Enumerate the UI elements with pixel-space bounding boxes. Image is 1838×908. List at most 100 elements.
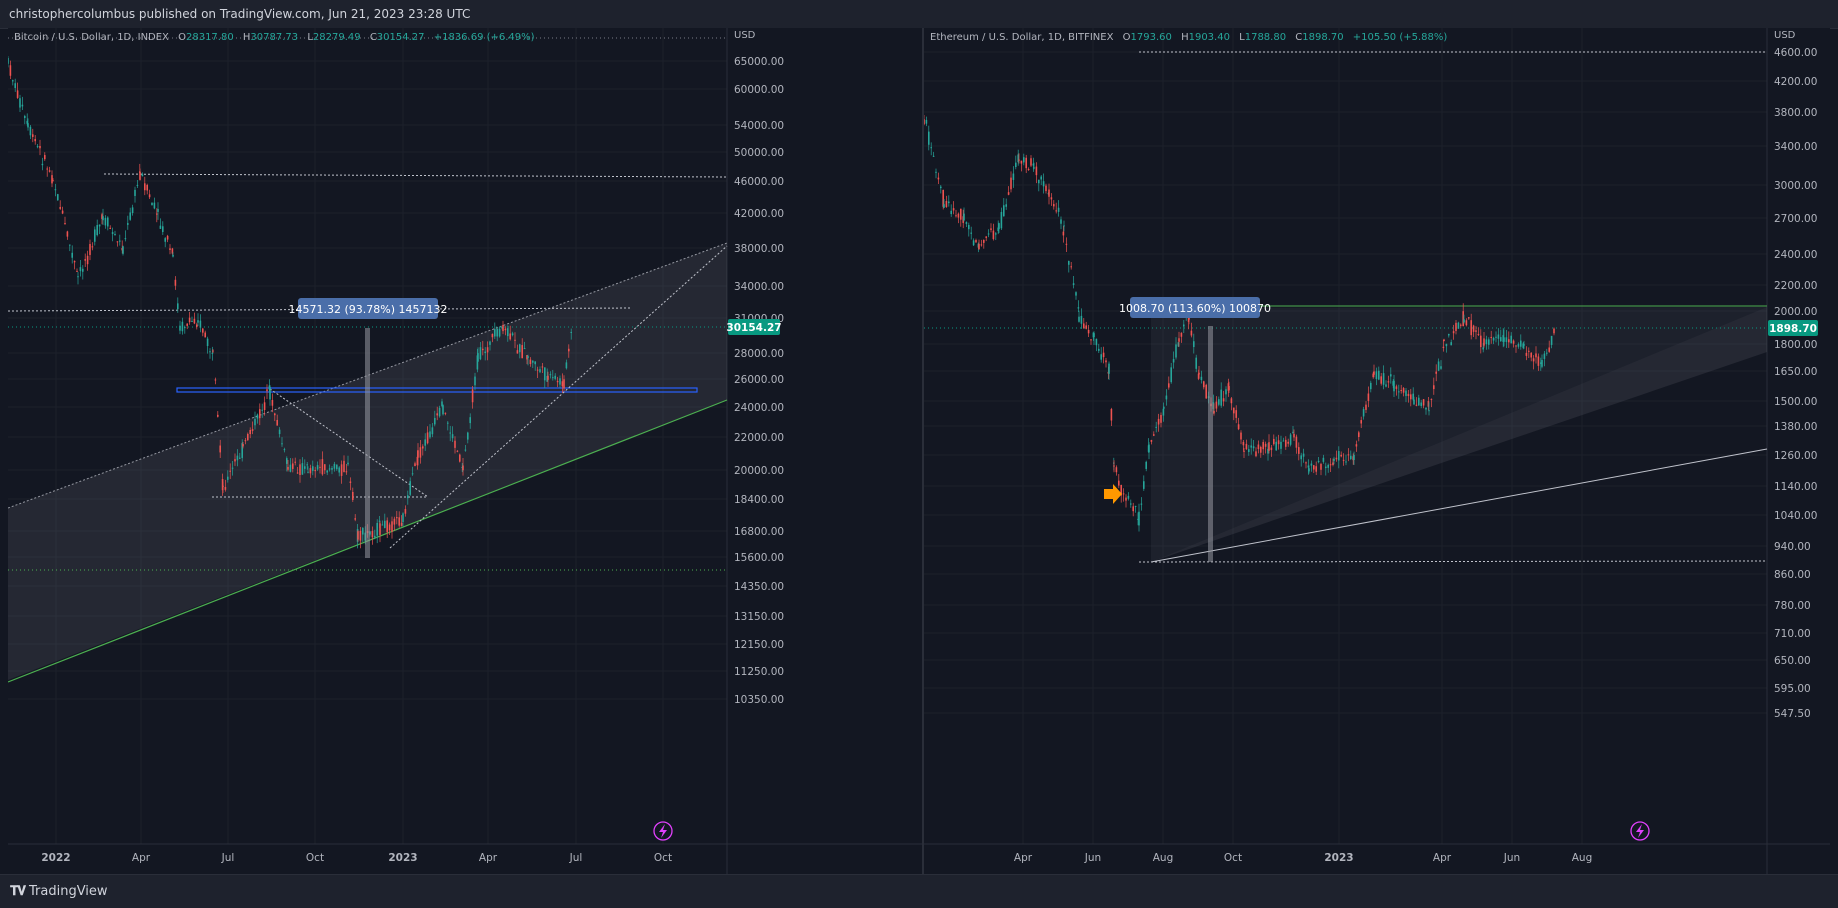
measure-bar[interactable] [1208, 326, 1213, 562]
bitcoin-chart-panel[interactable]: 14571.32 (93.78%) 1457132 Bitcoin / U.S.… [8, 28, 924, 874]
lightning-icon[interactable] [653, 821, 673, 841]
price-tag: 1898.70 [1769, 323, 1817, 335]
candle-body [1315, 466, 1317, 472]
candle-body [1472, 325, 1475, 332]
price-tick-label: 860.00 [1774, 569, 1811, 581]
candle-body [1140, 503, 1143, 505]
candle-body [1313, 465, 1315, 470]
candle-body [287, 466, 289, 470]
candle-body [347, 462, 349, 465]
orange-arrow-icon[interactable] [1104, 484, 1122, 504]
candle-body [1543, 353, 1546, 359]
candle-body [447, 422, 449, 424]
candle-body [1127, 495, 1130, 499]
candle-body [9, 65, 12, 76]
hline-46000[interactable] [103, 173, 728, 178]
candle-body [1040, 176, 1042, 180]
change-value: +105.50 (+5.88%) [1353, 32, 1448, 43]
candle-body [146, 184, 148, 191]
bitcoin-chart[interactable]: 14571.32 (93.78%) 1457132 Bitcoin / U.S.… [8, 28, 924, 874]
candle-body [990, 228, 992, 230]
candle-body [271, 400, 274, 406]
candle-body [1070, 266, 1072, 268]
candle-body [1440, 366, 1442, 369]
candle-body [968, 224, 970, 230]
price-tag-box [728, 319, 780, 335]
candle-body [1450, 342, 1452, 346]
triangle-upper-fill [1151, 307, 1767, 562]
currency-label: USD [734, 30, 756, 41]
measure-label: 14571.32 (93.78%) 1457132 [289, 303, 448, 316]
candle-body [1380, 376, 1382, 384]
candle-body [1105, 360, 1107, 363]
candle-body [983, 239, 985, 243]
close-value: 1898.70 [1302, 32, 1343, 43]
candle-body [77, 276, 79, 278]
candle-body [1355, 444, 1358, 447]
time-axis[interactable]: 2022 Apr Jul Oct 2023 Apr Jul Oct [41, 852, 672, 864]
candle-body [426, 432, 429, 444]
lightning-icon[interactable] [1630, 821, 1650, 841]
candle-body [27, 123, 29, 128]
candle-body [1358, 432, 1360, 437]
time-tick-label: Aug [1153, 852, 1174, 864]
tradingview-brand[interactable]: 𝐓𝐕 TradingView [10, 884, 108, 899]
candle-body [1282, 440, 1285, 442]
candle-body [930, 147, 932, 149]
ethereum-candles[interactable] [924, 114, 1555, 532]
candle-body [1505, 337, 1508, 343]
price-tick-label: 1500.00 [1774, 396, 1817, 408]
candle-body [1213, 410, 1215, 414]
candle-body [376, 522, 378, 536]
candle-body [104, 217, 107, 226]
candle-body [254, 418, 256, 426]
triangle-fill [1151, 307, 1767, 562]
candle-body [51, 175, 53, 184]
price-axis[interactable]: 4600.00 4200.00 3800.00 3400.00 3000.00 2700.… [1774, 47, 1817, 720]
candle-body [296, 472, 299, 474]
candle-body [1010, 177, 1012, 190]
candle-body [206, 338, 209, 347]
candle-body [82, 268, 84, 272]
candle-body [269, 386, 271, 400]
candle-body [8, 58, 9, 64]
ascending-trendline[interactable] [1150, 448, 1768, 563]
candle-body [1535, 353, 1537, 358]
candle-body [1422, 399, 1425, 406]
candle-body [937, 177, 940, 180]
footer-bar: 𝐓𝐕 TradingView [0, 874, 1838, 908]
ethereum-chart[interactable]: 1008.70 (113.60%) 100870 Ethereum / U.S.… [924, 28, 1830, 874]
candle-body [263, 402, 266, 411]
candle-body [107, 217, 109, 227]
price-axis[interactable]: 65000.00 60000.00 54000.00 50000.00 46000.00… [734, 56, 784, 706]
candle-body [307, 471, 309, 473]
candle-body [1492, 337, 1495, 341]
candle-body [952, 208, 955, 211]
candle-body [1490, 336, 1492, 338]
candle-body [1153, 434, 1155, 436]
candle-body [1293, 433, 1295, 438]
candle-body [1483, 338, 1485, 346]
candle-body [1190, 330, 1193, 336]
candle-body [1110, 408, 1113, 421]
candle-body [384, 520, 386, 529]
candle-body [1030, 158, 1032, 166]
candle-body [1243, 450, 1245, 452]
candle-body [26, 120, 28, 124]
symbol-name: Bitcoin / U.S. Dollar, 1D, INDEX [14, 32, 169, 43]
candle-body [19, 98, 21, 108]
diagonal-up-line[interactable] [389, 245, 728, 549]
candle-body [970, 232, 972, 234]
ethereum-chart-panel[interactable]: 1008.70 (113.60%) 100870 Ethereum / U.S.… [924, 28, 1830, 874]
candle-body [992, 230, 995, 240]
measure-bar[interactable] [365, 328, 370, 558]
support-zone[interactable] [176, 387, 698, 393]
panel-divider[interactable] [922, 28, 924, 874]
hline-low[interactable] [1138, 560, 1768, 563]
price-tick-label: 20000.00 [734, 465, 784, 477]
candle-body [945, 200, 948, 208]
candle-body [1264, 443, 1267, 447]
time-axis[interactable]: Apr Jun Aug Oct 2023 Apr Jun Aug [1014, 852, 1592, 864]
candle-body [1329, 464, 1332, 466]
candle-body [1522, 343, 1524, 348]
